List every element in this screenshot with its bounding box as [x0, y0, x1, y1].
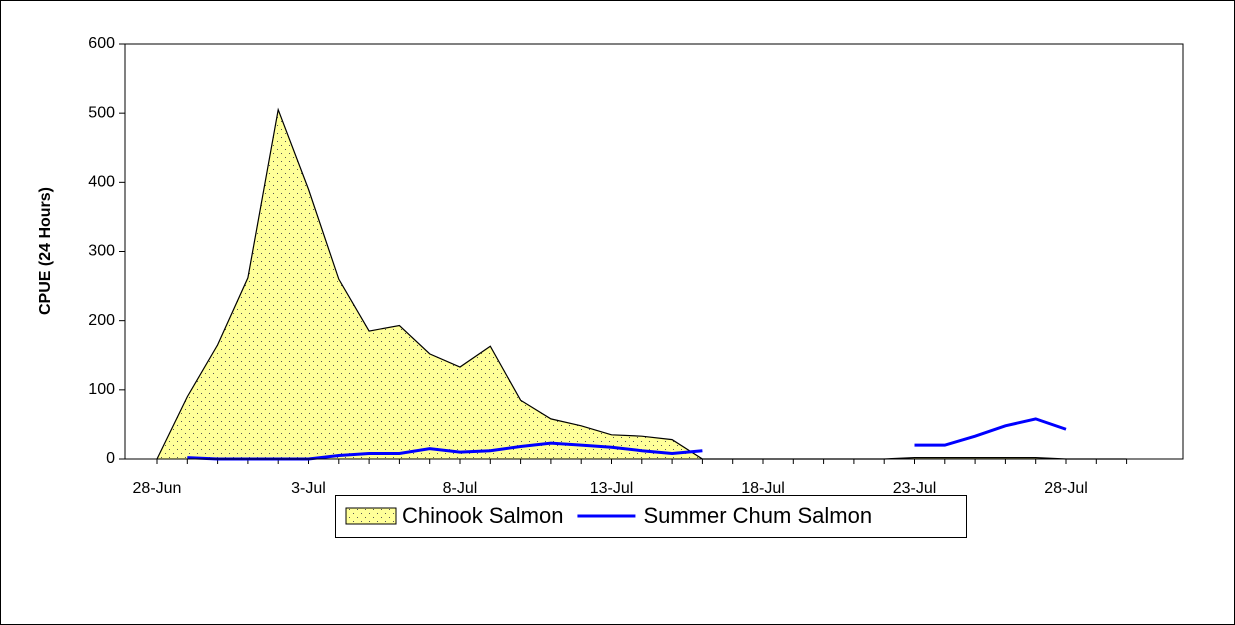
y-tick-label: 100	[88, 381, 115, 398]
legend-box	[335, 495, 967, 538]
area-outline	[156, 107, 1127, 460]
y-axis-title: CPUE (24 Hours)	[37, 187, 54, 315]
y-tick-label: 400	[88, 174, 115, 191]
x-tick-label: 13-Jul	[590, 480, 634, 497]
x-tick-label: 28-Jun	[133, 480, 182, 497]
y-tick-label: 600	[88, 35, 115, 52]
y-tick-label: 300	[88, 243, 115, 260]
x-tick-label: 28-Jul	[1044, 480, 1088, 497]
area-fill	[157, 109, 1127, 459]
y-tick-label: 0	[106, 450, 115, 467]
line	[914, 417, 1067, 447]
x-tick-label: 18-Jul	[741, 480, 785, 497]
y-tick-label: 200	[88, 312, 115, 329]
x-tick-label: 23-Jul	[893, 480, 937, 497]
legend-label: Chinook Salmon	[402, 503, 563, 528]
legend-swatch	[345, 507, 397, 525]
legend-label: Summer Chum Salmon	[643, 503, 872, 528]
y-tick-label: 500	[88, 104, 115, 121]
x-tick-label: 8-Jul	[443, 480, 478, 497]
x-tick-label: 3-Jul	[291, 480, 326, 497]
